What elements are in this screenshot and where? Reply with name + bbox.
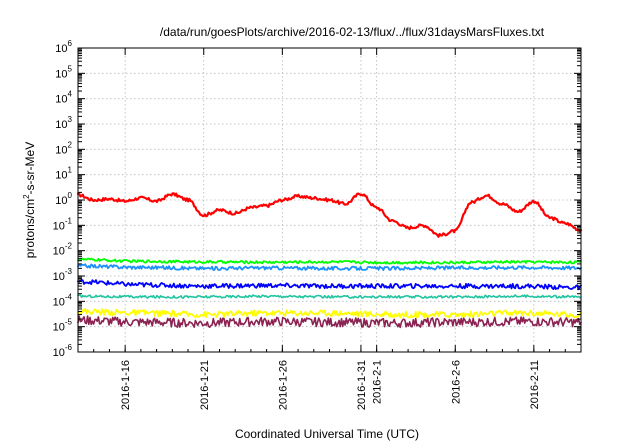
y-tick-label: 10-5 [53,318,73,334]
y-axis-label-rest: -s-sr-MeV [23,142,37,195]
series-line-4 [77,278,582,291]
x-tick-label: 2016-2-6 [450,360,462,404]
y-tick-label: 105 [55,64,72,80]
y-tick-exponent: 4 [68,90,73,99]
y-tick-exponent: -6 [65,343,73,352]
x-tick-label: 2016-2-11 [529,360,541,409]
y-tick-exponent: 6 [68,39,73,48]
x-tick-label: 2016-1-16 [120,360,132,410]
y-tick-label: 103 [55,115,72,131]
y-tick-exponent: 1 [68,166,73,175]
y-tick-label: 101 [55,166,72,182]
series-line-5 [77,294,582,299]
series-line-7 [77,315,582,329]
series-line-6 [77,308,582,319]
y-tick-exponent: -4 [65,292,73,301]
y-tick-label: 10-6 [53,343,73,359]
x-axis-label: Coordinated Universal Time (UTC) [235,427,419,441]
series-line-2 [77,257,582,265]
y-tick-exponent: -1 [65,216,73,225]
y-tick-exponent: 2 [68,140,73,149]
series-group [76,192,583,329]
axis-ticks: 10-610-510-410-310-210-11001011021031041… [53,39,582,410]
plot-frame [77,47,582,353]
series-line-1 [76,192,583,238]
y-tick-label: 10-4 [53,292,73,308]
y-tick-label: 10-3 [53,267,73,283]
y-tick-exponent: 3 [68,115,73,124]
y-axis-label-sup: 2 [22,194,31,199]
y-tick-label: 100 [55,191,72,207]
y-axis-label: protons/cm2-s-sr-MeV [22,142,37,258]
x-tick-label: 2016-1-21 [199,360,211,410]
y-tick-exponent: -2 [65,242,73,251]
chart-title: /data/run/goesPlots/archive/2016-02-13/f… [160,25,545,39]
x-tick-label: 2016-1-26 [277,360,289,410]
y-tick-exponent: 5 [68,64,73,73]
x-tick-label: 2016-2-1 [372,360,384,404]
y-tick-exponent: -3 [65,267,73,276]
y-tick-label: 104 [55,90,72,106]
y-tick-exponent: 0 [68,191,73,200]
y-tick-exponent: -5 [65,318,73,327]
series-line-3 [77,263,582,272]
y-axis-label-base: protons/cm [23,199,37,258]
y-tick-label: 102 [55,140,72,156]
y-tick-label: 106 [55,39,72,55]
y-tick-label: 10-1 [53,216,73,232]
x-tick-label: 2016-1-31 [356,360,368,410]
y-tick-label: 10-2 [53,242,73,258]
